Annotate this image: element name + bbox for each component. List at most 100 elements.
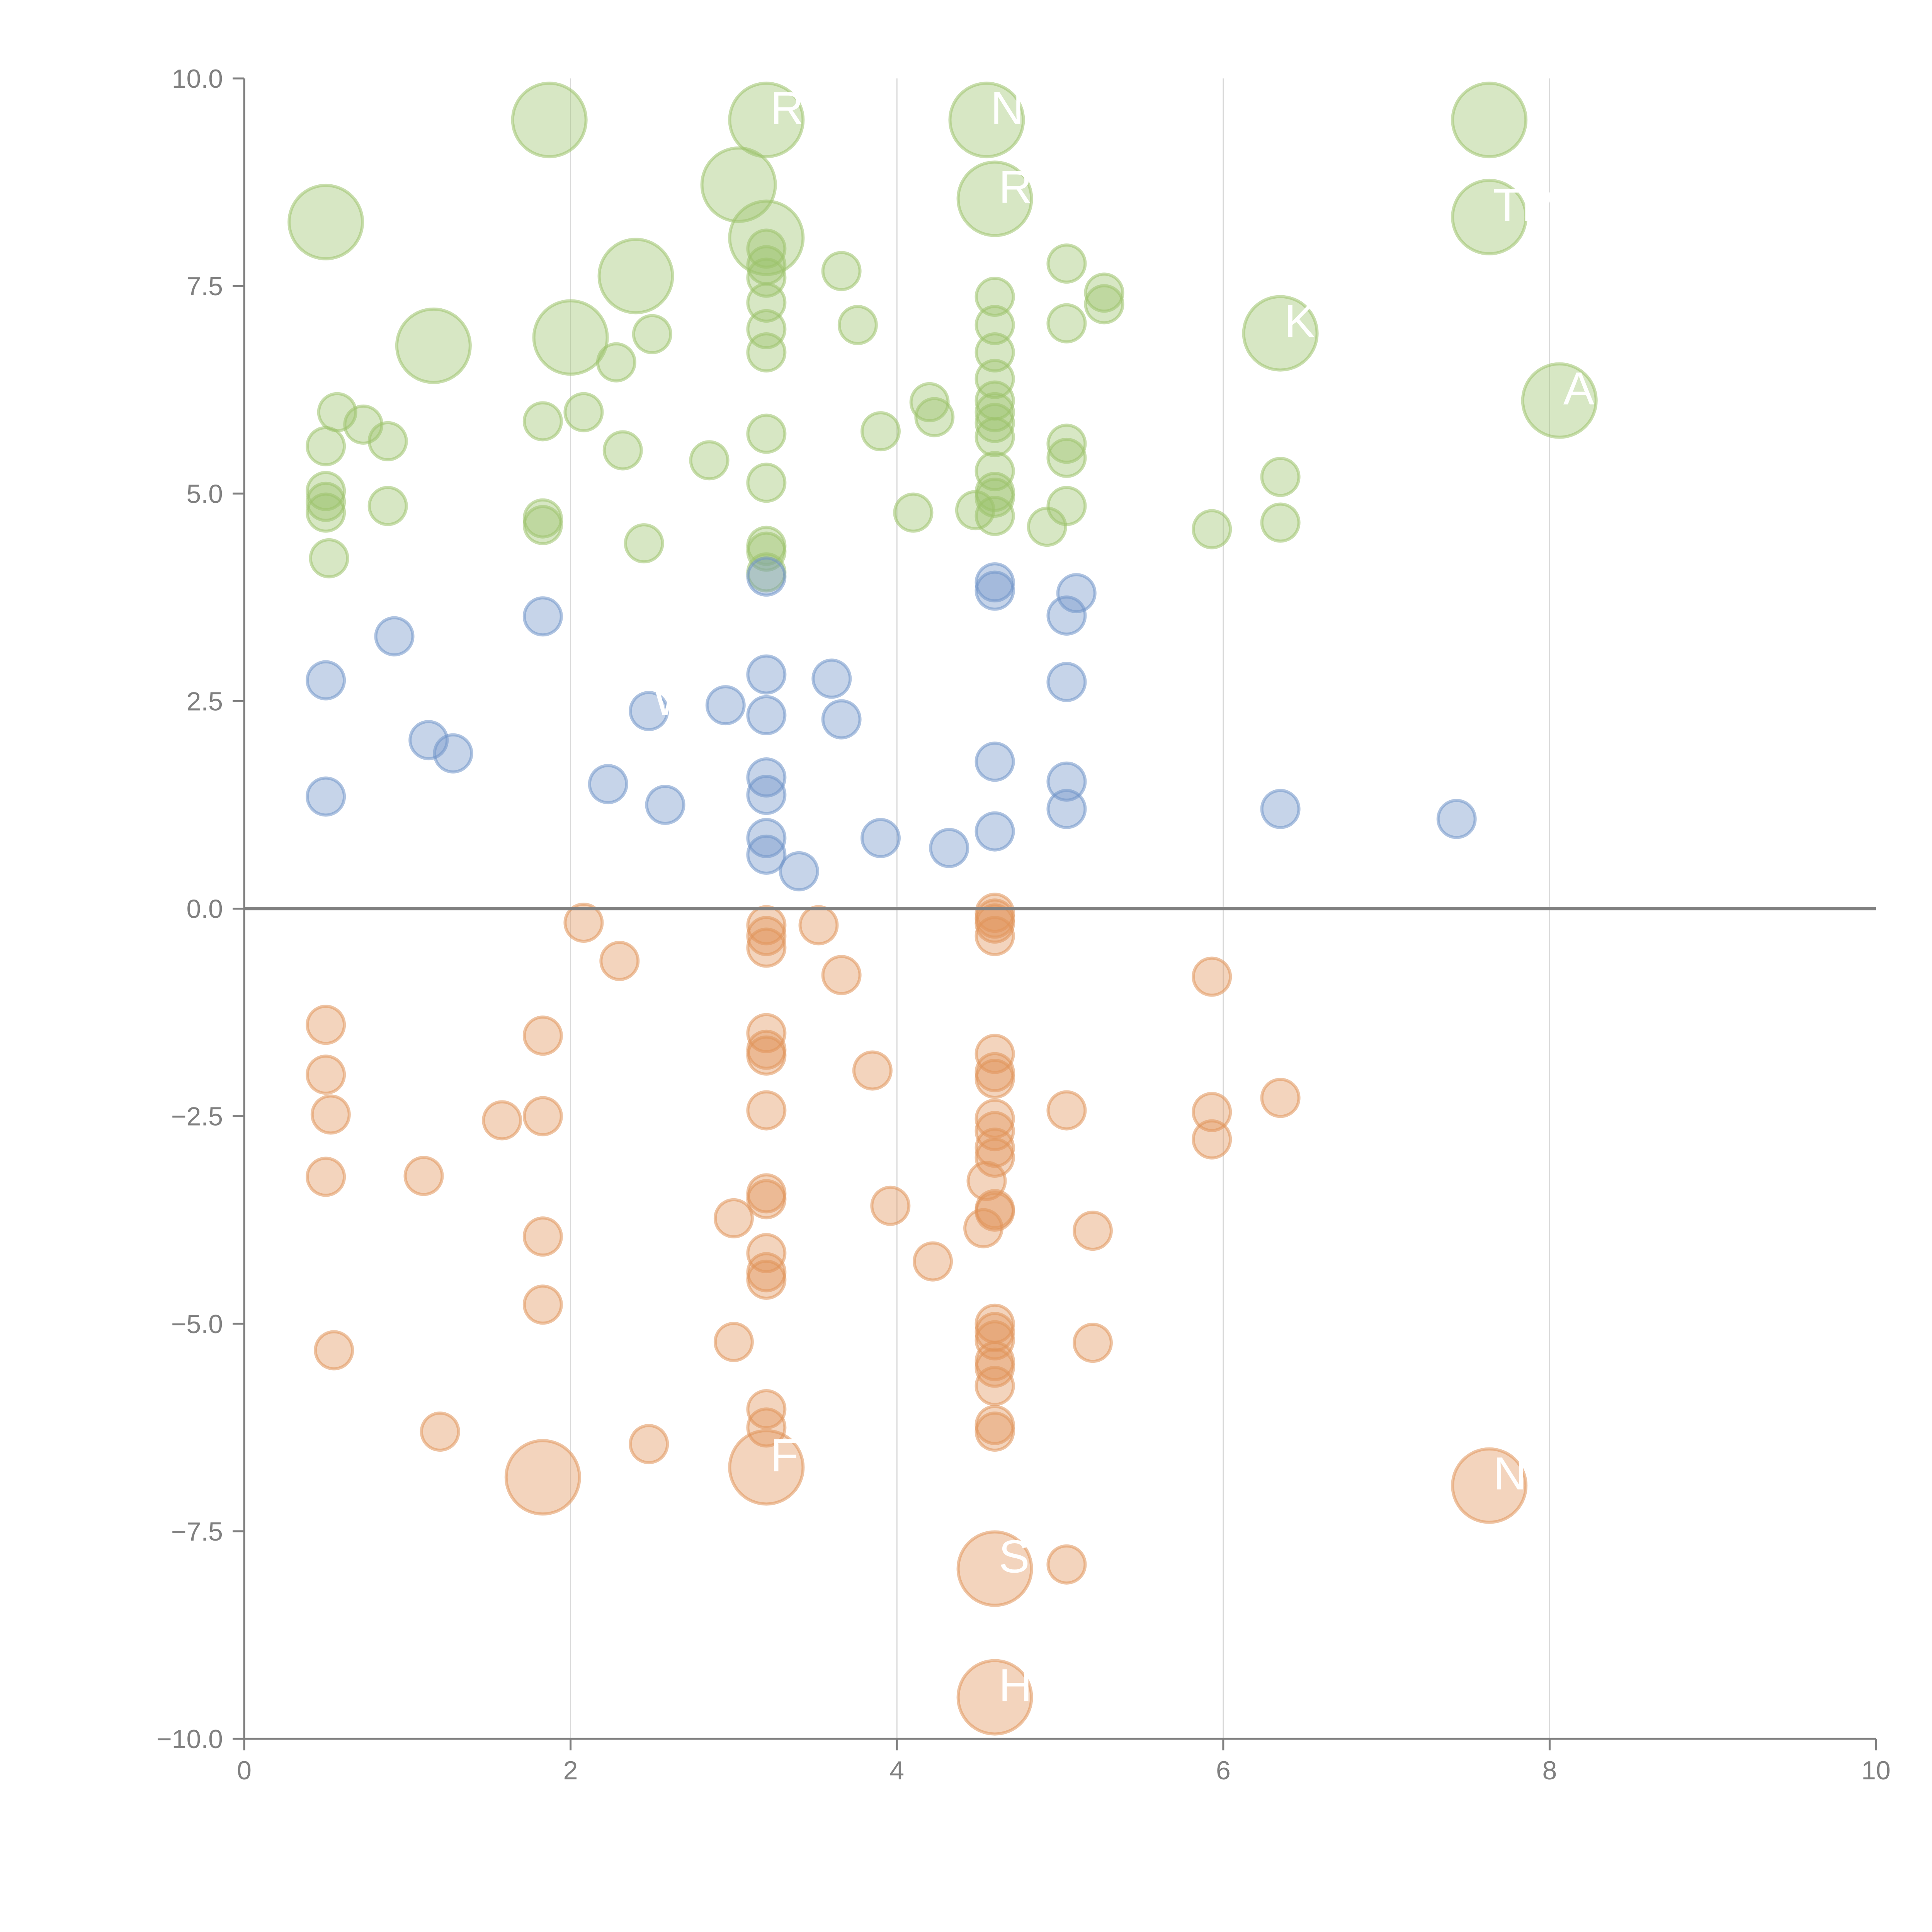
bubble-low <box>746 927 787 968</box>
y-tick-label: −5.0 <box>171 1310 223 1339</box>
bubble-low <box>746 1035 787 1076</box>
bubble-low <box>728 1429 805 1506</box>
bubble-low <box>482 1100 522 1141</box>
bubble-low <box>975 1366 1015 1406</box>
bubble-low <box>306 1054 346 1095</box>
bubble-high <box>728 82 805 158</box>
bubble-high <box>1084 284 1124 325</box>
bubble-label: S <box>999 1531 1030 1583</box>
bubble-high <box>1451 179 1528 255</box>
bubble-mid <box>860 818 901 858</box>
bubble-mid <box>975 742 1015 782</box>
bubble-label: R <box>770 82 804 134</box>
bubble-label: F <box>770 1429 798 1481</box>
bubble-high <box>746 228 787 269</box>
bubble-low <box>1072 1323 1113 1363</box>
bubble-low <box>798 905 839 946</box>
bubble-high <box>306 492 346 533</box>
bubble-high <box>1192 509 1232 549</box>
bubble-low <box>1192 956 1232 997</box>
bubble-high <box>1260 502 1301 543</box>
y-tick-label: 7.5 <box>186 272 223 301</box>
bubble-high <box>975 417 1015 457</box>
bubble-low <box>522 1096 563 1136</box>
bubble-labels: R N RT TM KB A W F N S H <box>653 82 1594 1711</box>
bubble-mid <box>746 834 787 875</box>
bubble-low <box>522 1015 563 1056</box>
bubble-low <box>1046 1544 1087 1585</box>
bubble-low <box>522 1216 563 1257</box>
bubble-mid <box>975 811 1015 852</box>
bubble-high <box>367 486 408 526</box>
bubble-low <box>746 1259 787 1300</box>
bubble-mid <box>746 695 787 735</box>
x-tick-label: 6 <box>1216 1756 1231 1785</box>
bubble-low <box>963 1208 1004 1248</box>
bubble-low <box>746 1179 787 1219</box>
bubble-high <box>837 305 878 345</box>
bubble-low <box>629 1424 669 1464</box>
bubble-high <box>975 403 1015 443</box>
bubble-high <box>522 505 563 545</box>
bubble-low <box>306 1156 346 1197</box>
y-tick-label: 0.0 <box>186 895 223 924</box>
bubble-low <box>1192 1092 1232 1132</box>
bubble-mid <box>306 660 346 701</box>
bubble-low <box>975 1058 1015 1099</box>
bubble-low <box>713 1322 754 1362</box>
bubble-mid <box>629 691 669 731</box>
bubble-high <box>746 463 787 503</box>
bubble-low <box>420 1412 460 1452</box>
bubble-high <box>893 492 934 533</box>
bubble-low <box>821 955 862 995</box>
bubble-high <box>306 471 346 511</box>
bubble-low <box>852 1050 893 1091</box>
bubble-high <box>746 413 787 454</box>
bubble-mid <box>746 818 787 858</box>
bubble-high <box>522 401 563 442</box>
bubble-low <box>1046 1090 1087 1131</box>
y-tick-label: 5.0 <box>186 479 223 509</box>
bubble-mid <box>821 699 862 740</box>
bubble-low <box>1451 1447 1528 1524</box>
bubble-label: A <box>1563 363 1594 415</box>
bubble-mid <box>1046 662 1087 702</box>
bubble-mid <box>433 733 473 774</box>
bubble-high <box>1521 362 1598 439</box>
bubble-low <box>975 916 1015 956</box>
bubble-high <box>367 421 408 461</box>
bubble-high <box>956 160 1033 237</box>
bubble-low <box>1260 1078 1301 1118</box>
y-tick-label: −10.0 <box>156 1725 223 1754</box>
bubble-mid <box>588 764 628 804</box>
bubble-low <box>713 1198 754 1238</box>
x-tick-label: 0 <box>237 1756 252 1785</box>
bubble-high <box>597 238 674 315</box>
bubble-high <box>287 184 364 260</box>
bubble-low <box>746 905 787 946</box>
bubble-mid <box>746 775 787 815</box>
y-tick-label: −7.5 <box>171 1517 223 1546</box>
bubble-high <box>975 359 1015 399</box>
bubble-high <box>975 277 1015 317</box>
bubble-high <box>1451 82 1528 158</box>
bubble-high <box>689 440 730 481</box>
bubble-high <box>624 523 664 564</box>
bubble-high <box>1046 243 1087 284</box>
bubble-low <box>746 1013 787 1053</box>
bubble-high <box>746 309 787 349</box>
bubble-low <box>746 916 787 956</box>
bubble-low <box>975 903 1015 944</box>
bubble-high <box>746 332 787 373</box>
bubble-high <box>914 397 955 437</box>
bubble-low <box>975 1320 1015 1361</box>
bubble-high <box>1084 272 1124 313</box>
bubble-low <box>870 1185 911 1226</box>
bubble-high <box>1046 423 1087 464</box>
bubble-mid <box>779 851 819 891</box>
bubble-low <box>975 1138 1015 1178</box>
bubble-high <box>395 307 472 384</box>
bubble-low <box>975 1412 1015 1452</box>
bubble-high <box>306 426 346 466</box>
bubble-mid <box>522 596 563 637</box>
